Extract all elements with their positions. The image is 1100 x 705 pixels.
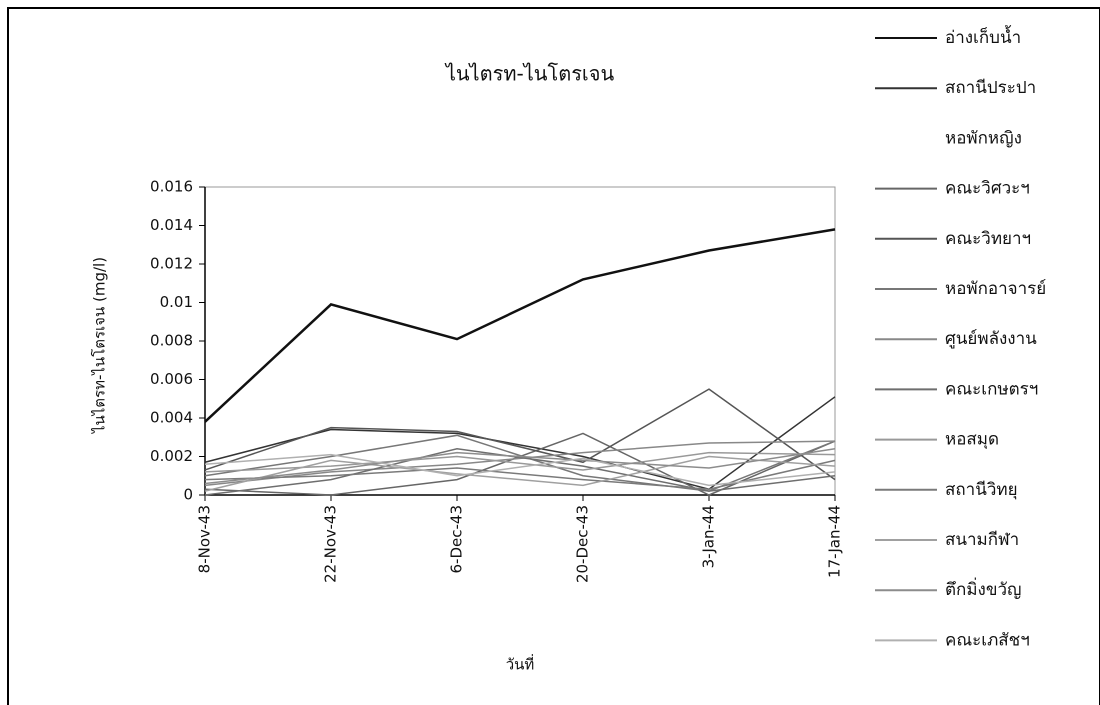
legend-label: สถานีวิทยุ — [945, 480, 1018, 500]
x-tick-label: 6-Dec-43 — [448, 505, 466, 573]
legend-label: คณะวิทยาฯ — [945, 229, 1031, 249]
legend-label: อ่างเก็บน้ำ — [945, 25, 1021, 48]
plot-area — [204, 186, 836, 496]
y-tick-label: 0.008 — [150, 332, 193, 350]
legend-label: หอพักอาจารย์ — [945, 279, 1046, 299]
y-tick-label: 0.002 — [150, 447, 193, 465]
frame — [7, 7, 1100, 705]
x-axis-label: วันที่ — [506, 654, 535, 674]
y-tick-label: 0.016 — [150, 178, 193, 196]
series-line — [204, 453, 836, 487]
legend-label: ศูนย์พลังงาน — [945, 329, 1037, 349]
y-tick-label: 0.014 — [150, 216, 193, 234]
legend-label: หอพักหญิง — [945, 128, 1022, 148]
series-line — [204, 451, 836, 473]
y-tick-label: 0.01 — [160, 293, 193, 311]
series-line — [204, 459, 836, 490]
x-tick-label: 17-Jan-44 — [826, 505, 844, 578]
legend-label: หอสมุด — [945, 430, 999, 450]
series-line — [204, 448, 836, 496]
y-tick-label: 0 — [183, 486, 193, 504]
legend-label: คณะเภสัชฯ — [945, 630, 1030, 650]
y-tick-label: 0.006 — [150, 370, 193, 388]
legend-label: คณะเกษตรฯ — [945, 379, 1038, 399]
y-tick-label: 0.004 — [150, 409, 193, 427]
x-tick-label: 8-Nov-43 — [196, 505, 214, 573]
chart-title: ไนไตรท-ไนโตรเจน — [444, 62, 615, 86]
legend-label: สนามกีฬา — [945, 530, 1019, 550]
x-tick-label: 22-Nov-43 — [322, 505, 340, 583]
y-axis-label: ไนไตรท-ไนโตรเจน (mg/l) — [91, 257, 109, 434]
x-tick-label: 3-Jan-44 — [700, 505, 718, 568]
series-line — [204, 455, 836, 492]
series-line — [204, 388, 836, 481]
legend-label: ตึกมิ่งขวัญ — [945, 577, 1022, 600]
legend-label: สถานีประปา — [945, 78, 1036, 98]
series-line — [204, 440, 836, 487]
x-tick-label: 20-Dec-43 — [574, 505, 592, 583]
y-tick-label: 0.012 — [150, 255, 193, 273]
series-line — [204, 448, 836, 485]
series-line — [204, 228, 836, 423]
legend-label: คณะวิศวะฯ — [945, 179, 1030, 199]
